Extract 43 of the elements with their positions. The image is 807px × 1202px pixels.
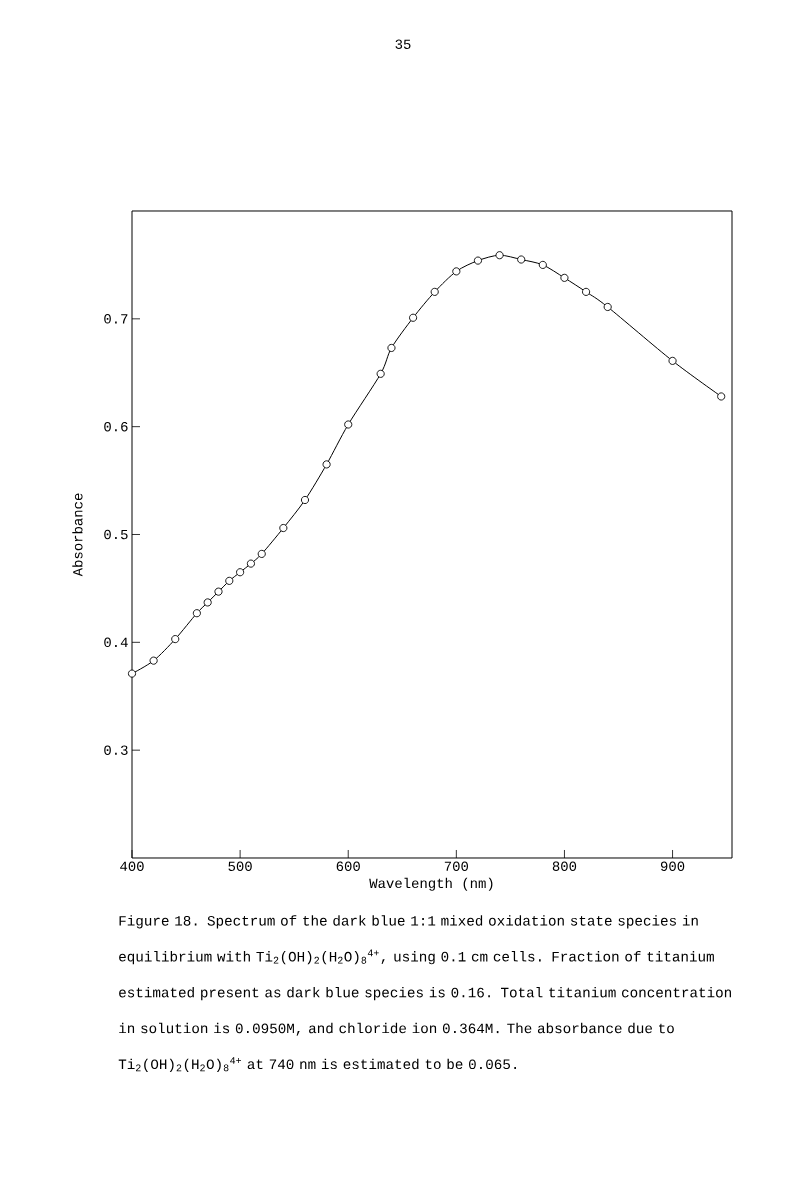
point <box>214 587 223 596</box>
point <box>582 287 591 296</box>
x-tick-label: 700 <box>444 861 469 871</box>
point <box>322 460 331 469</box>
point <box>344 420 353 429</box>
point <box>376 369 385 378</box>
text: Figure 18. Spectrum of the dark blue 1:1 mixed oxidation state species in equilibrium with Ti$_{2}$(OH)$_{2}$(H$_{2}$O)$_{8}$$^{4+}$, using 0.1 cm cells. Fraction of titanium estimated present as dark blue species is 0.16. Total titanium concentration in solution is 0.0950M, and chloride ion 0.364M. The absorbance due to Ti$_{2}$(OH)$_{2}$(H$_{2}$O)$_{8}$$^{4+}$ at 740 nm is estimated to be 0.065. <box>118 915 731 1072</box>
x-tick-label: 500 <box>228 861 252 871</box>
point <box>717 392 726 401</box>
y-tick-label: 0.7 <box>104 314 128 324</box>
point <box>279 523 288 533</box>
point <box>387 343 396 352</box>
point <box>192 609 201 618</box>
y-tick-label: 0.6 <box>104 421 128 432</box>
point <box>246 559 255 568</box>
point <box>171 635 180 644</box>
point <box>127 669 137 678</box>
x-tick-label: 800 <box>552 861 577 871</box>
point <box>257 549 266 558</box>
y-tick-label: 0.5 <box>104 529 128 540</box>
point <box>538 260 547 269</box>
point <box>203 598 212 607</box>
x-tick-label: 900 <box>660 861 685 871</box>
point <box>560 273 569 282</box>
point <box>149 656 158 665</box>
point <box>236 568 245 577</box>
x-axis-title: Wavelength (nm) <box>369 877 493 891</box>
y-tick-label: 0.4 <box>104 637 128 648</box>
point <box>473 256 482 265</box>
point <box>300 495 310 505</box>
text: 35 <box>395 39 411 49</box>
point <box>452 267 461 276</box>
x-tick-label: 400 <box>120 861 144 871</box>
point <box>409 313 418 322</box>
y-tick-label: 0.3 <box>104 745 128 755</box>
point <box>668 356 677 365</box>
y-axis-title: Absorbance <box>72 493 83 577</box>
point <box>495 251 504 260</box>
x-tick-label: 600 <box>336 861 360 871</box>
point <box>517 255 526 264</box>
point <box>603 302 612 312</box>
point <box>430 287 439 296</box>
point <box>225 576 234 585</box>
